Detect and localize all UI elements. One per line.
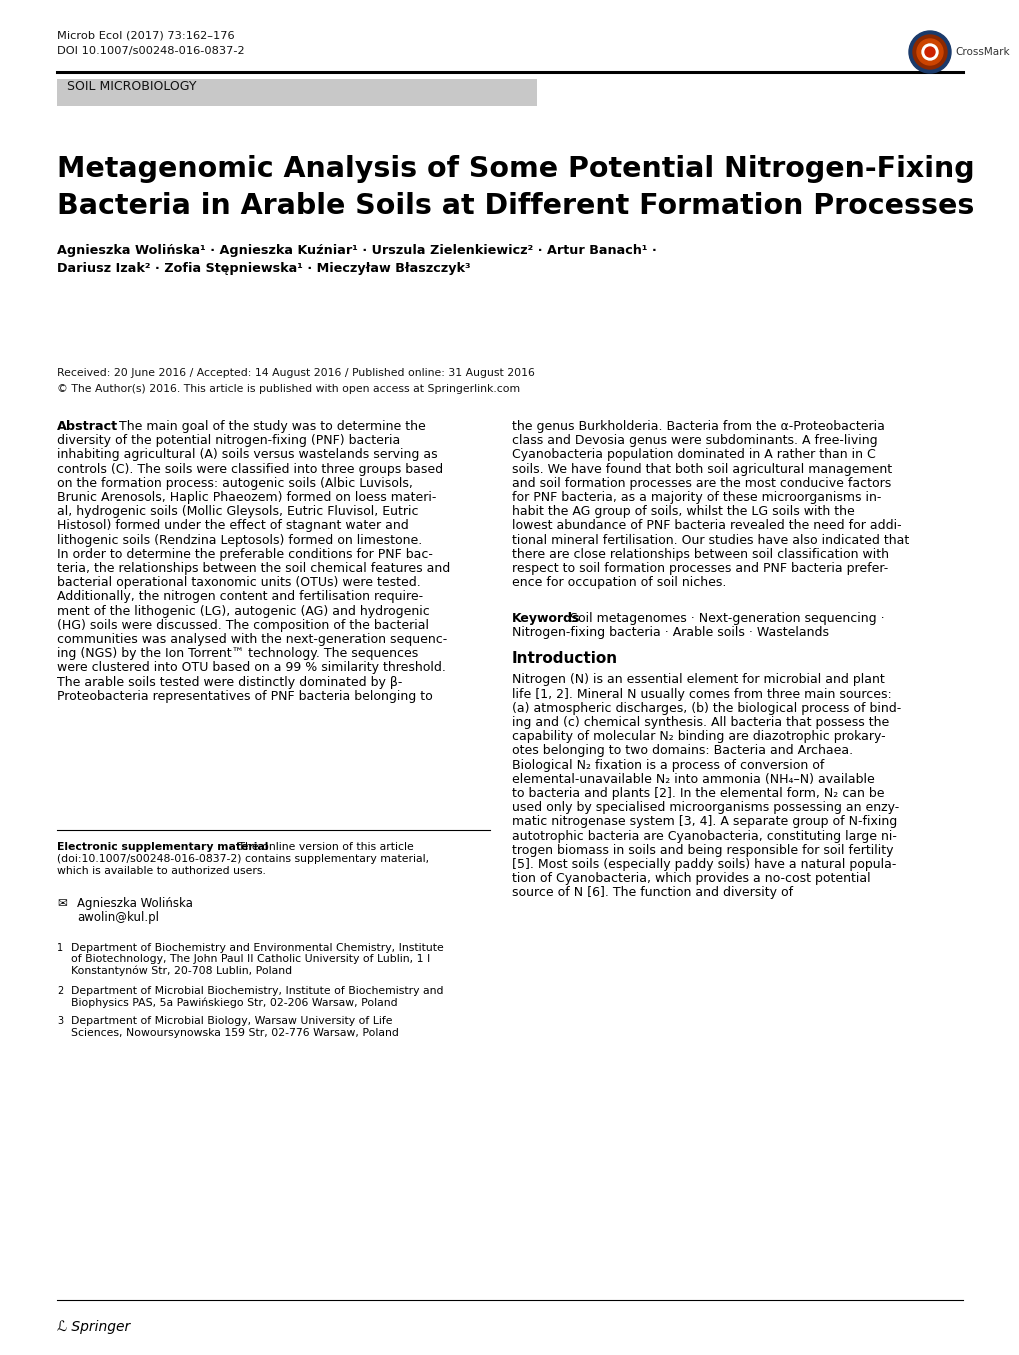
Text: matic nitrogenase system [3, 4]. A separate group of N-fixing: matic nitrogenase system [3, 4]. A separ… [512, 816, 897, 828]
Text: ment of the lithogenic (LG), autogenic (AG) and hydrogenic: ment of the lithogenic (LG), autogenic (… [57, 604, 429, 618]
Text: Abstract: Abstract [57, 420, 118, 434]
Text: source of N [6]. The function and diversity of: source of N [6]. The function and divers… [512, 886, 793, 900]
Text: Agnieszka Wolińska¹ · Agnieszka Kuźniar¹ · Urszula Zielenkiewicz² · Artur Banach: Agnieszka Wolińska¹ · Agnieszka Kuźniar¹… [57, 244, 656, 257]
Text: Department of Microbial Biology, Warsaw University of Life: Department of Microbial Biology, Warsaw … [71, 1016, 392, 1027]
Text: Cyanobacteria population dominated in A rather than in C: Cyanobacteria population dominated in A … [512, 449, 875, 462]
Text: were clustered into OTU based on a 99 % similarity threshold.: were clustered into OTU based on a 99 % … [57, 661, 445, 675]
Text: awolin@kul.pl: awolin@kul.pl [76, 911, 159, 924]
Text: the genus Burkholderia. Bacteria from the α-Proteobacteria: the genus Burkholderia. Bacteria from th… [512, 420, 884, 434]
Text: life [1, 2]. Mineral N usually comes from three main sources:: life [1, 2]. Mineral N usually comes fro… [512, 687, 891, 701]
Text: The online version of this article: The online version of this article [234, 841, 414, 852]
Text: Agnieszka Wolińska: Agnieszka Wolińska [76, 897, 193, 911]
Text: capability of molecular N₂ binding are diazotrophic prokary-: capability of molecular N₂ binding are d… [512, 730, 884, 744]
Text: autotrophic bacteria are Cyanobacteria, constituting large ni-: autotrophic bacteria are Cyanobacteria, … [512, 829, 896, 843]
Text: Keywords: Keywords [512, 611, 580, 625]
Text: 3: 3 [57, 1016, 63, 1027]
Text: elemental-unavailable N₂ into ammonia (NH₄–N) available: elemental-unavailable N₂ into ammonia (N… [512, 772, 874, 786]
Circle shape [921, 43, 937, 60]
Text: which is available to authorized users.: which is available to authorized users. [57, 866, 266, 875]
Text: otes belonging to two domains: Bacteria and Archaea.: otes belonging to two domains: Bacteria … [512, 744, 852, 757]
Text: ℒ Springer: ℒ Springer [57, 1320, 130, 1335]
Text: Department of Microbial Biochemistry, Institute of Biochemistry and: Department of Microbial Biochemistry, In… [71, 985, 443, 996]
Text: trogen biomass in soils and being responsible for soil fertility: trogen biomass in soils and being respon… [512, 844, 893, 856]
Text: of Biotechnology, The John Paul II Catholic University of Lublin, 1 I: of Biotechnology, The John Paul II Catho… [71, 954, 430, 965]
Text: tional mineral fertilisation. Our studies have also indicated that: tional mineral fertilisation. Our studie… [512, 534, 908, 546]
Text: Brunic Arenosols, Haplic Phaeozem) formed on loess materi-: Brunic Arenosols, Haplic Phaeozem) forme… [57, 491, 436, 504]
Text: Histosol) formed under the effect of stagnant water and: Histosol) formed under the effect of sta… [57, 519, 409, 533]
Text: Nitrogen (N) is an essential element for microbial and plant: Nitrogen (N) is an essential element for… [512, 673, 883, 687]
Text: habit the AG group of soils, whilst the LG soils with the: habit the AG group of soils, whilst the … [512, 505, 854, 518]
Text: Biological N₂ fixation is a process of conversion of: Biological N₂ fixation is a process of c… [512, 759, 823, 771]
Text: (a) atmospheric discharges, (b) the biological process of bind-: (a) atmospheric discharges, (b) the biol… [512, 702, 901, 715]
Text: tion of Cyanobacteria, which provides a no-cost potential: tion of Cyanobacteria, which provides a … [512, 873, 870, 885]
Circle shape [908, 31, 950, 73]
Text: SOIL MICROBIOLOGY: SOIL MICROBIOLOGY [67, 80, 197, 93]
Text: Proteobacteria representatives of PNF bacteria belonging to: Proteobacteria representatives of PNF ba… [57, 690, 432, 703]
Text: DOI 10.1007/s00248-016-0837-2: DOI 10.1007/s00248-016-0837-2 [57, 46, 245, 56]
Text: ing and (c) chemical synthesis. All bacteria that possess the: ing and (c) chemical synthesis. All bact… [512, 715, 889, 729]
Text: CrossMark: CrossMark [954, 47, 1009, 57]
Text: diversity of the potential nitrogen-fixing (PNF) bacteria: diversity of the potential nitrogen-fixi… [57, 434, 399, 447]
Text: 1: 1 [57, 943, 63, 953]
Text: teria, the relationships between the soil chemical features and: teria, the relationships between the soi… [57, 562, 449, 575]
Text: used only by specialised microorganisms possessing an enzy-: used only by specialised microorganisms … [512, 801, 899, 814]
Text: © The Author(s) 2016. This article is published with open access at Springerlink: © The Author(s) 2016. This article is pu… [57, 383, 520, 394]
Text: there are close relationships between soil classification with: there are close relationships between so… [512, 547, 889, 561]
Text: lithogenic soils (Rendzina Leptosols) formed on limestone.: lithogenic soils (Rendzina Leptosols) fo… [57, 534, 422, 546]
Text: Soil metagenomes · Next-generation sequencing ·: Soil metagenomes · Next-generation seque… [570, 611, 883, 625]
Text: Received: 20 June 2016 / Accepted: 14 August 2016 / Published online: 31 August : Received: 20 June 2016 / Accepted: 14 Au… [57, 369, 534, 378]
Text: bacterial operational taxonomic units (OTUs) were tested.: bacterial operational taxonomic units (O… [57, 576, 421, 589]
Text: Bacteria in Arable Soils at Different Formation Processes: Bacteria in Arable Soils at Different Fo… [57, 192, 973, 220]
Text: Introduction: Introduction [512, 652, 618, 667]
Text: Sciences, Nowoursynowska 159 Str, 02-776 Warsaw, Poland: Sciences, Nowoursynowska 159 Str, 02-776… [71, 1028, 398, 1038]
Text: Metagenomic Analysis of Some Potential Nitrogen-Fixing: Metagenomic Analysis of Some Potential N… [57, 154, 974, 183]
Text: The arable soils tested were distinctly dominated by β-: The arable soils tested were distinctly … [57, 676, 401, 688]
Text: Dariusz Izak² · Zofia Stępniewska¹ · Mieczyław Błaszczyk³: Dariusz Izak² · Zofia Stępniewska¹ · Mie… [57, 262, 470, 275]
Text: (HG) soils were discussed. The composition of the bacterial: (HG) soils were discussed. The compositi… [57, 619, 429, 631]
Text: and soil formation processes are the most conducive factors: and soil formation processes are the mos… [512, 477, 891, 489]
Circle shape [912, 35, 946, 69]
Text: to bacteria and plants [2]. In the elemental form, N₂ can be: to bacteria and plants [2]. In the eleme… [512, 787, 883, 799]
Text: Nitrogen-fixing bacteria · Arable soils · Wastelands: Nitrogen-fixing bacteria · Arable soils … [512, 626, 828, 640]
Text: In order to determine the preferable conditions for PNF bac-: In order to determine the preferable con… [57, 547, 432, 561]
Text: ence for occupation of soil niches.: ence for occupation of soil niches. [512, 576, 726, 589]
Text: Additionally, the nitrogen content and fertilisation require-: Additionally, the nitrogen content and f… [57, 591, 423, 603]
Text: Department of Biochemistry and Environmental Chemistry, Institute: Department of Biochemistry and Environme… [71, 943, 443, 953]
Text: [5]. Most soils (especially paddy soils) have a natural popula-: [5]. Most soils (especially paddy soils)… [512, 858, 896, 871]
Text: for PNF bacteria, as a majority of these microorganisms in-: for PNF bacteria, as a majority of these… [512, 491, 880, 504]
Text: 2: 2 [57, 985, 63, 996]
Text: (doi:10.1007/s00248-016-0837-2) contains supplementary material,: (doi:10.1007/s00248-016-0837-2) contains… [57, 854, 429, 864]
Circle shape [916, 39, 943, 65]
Text: class and Devosia genus were subdominants. A free-living: class and Devosia genus were subdominant… [512, 434, 876, 447]
Text: respect to soil formation processes and PNF bacteria prefer-: respect to soil formation processes and … [512, 562, 888, 575]
Text: inhabiting agricultural (A) soils versus wastelands serving as: inhabiting agricultural (A) soils versus… [57, 449, 437, 462]
Text: communities was analysed with the next-generation sequenc-: communities was analysed with the next-g… [57, 633, 446, 646]
Text: Konstantynów Str, 20-708 Lublin, Poland: Konstantynów Str, 20-708 Lublin, Poland [71, 966, 291, 977]
Text: Microb Ecol (2017) 73:162–176: Microb Ecol (2017) 73:162–176 [57, 30, 234, 41]
Text: Electronic supplementary material: Electronic supplementary material [57, 841, 268, 852]
Text: al, hydrogenic soils (Mollic Gleysols, Eutric Fluvisol, Eutric: al, hydrogenic soils (Mollic Gleysols, E… [57, 505, 418, 518]
Text: soils. We have found that both soil agricultural management: soils. We have found that both soil agri… [512, 462, 892, 476]
Text: The main goal of the study was to determine the: The main goal of the study was to determ… [119, 420, 425, 434]
Text: lowest abundance of PNF bacteria revealed the need for addi-: lowest abundance of PNF bacteria reveale… [512, 519, 901, 533]
Text: controls (C). The soils were classified into three groups based: controls (C). The soils were classified … [57, 462, 442, 476]
Text: Biophysics PAS, 5a Pawińskiego Str, 02-206 Warsaw, Poland: Biophysics PAS, 5a Pawińskiego Str, 02-2… [71, 997, 397, 1008]
Text: ✉: ✉ [57, 897, 67, 911]
Text: ing (NGS) by the Ion Torrent™ technology. The sequences: ing (NGS) by the Ion Torrent™ technology… [57, 648, 418, 660]
Circle shape [924, 47, 934, 57]
Text: on the formation process: autogenic soils (Albic Luvisols,: on the formation process: autogenic soil… [57, 477, 413, 489]
Bar [57, 79, 536, 106]
